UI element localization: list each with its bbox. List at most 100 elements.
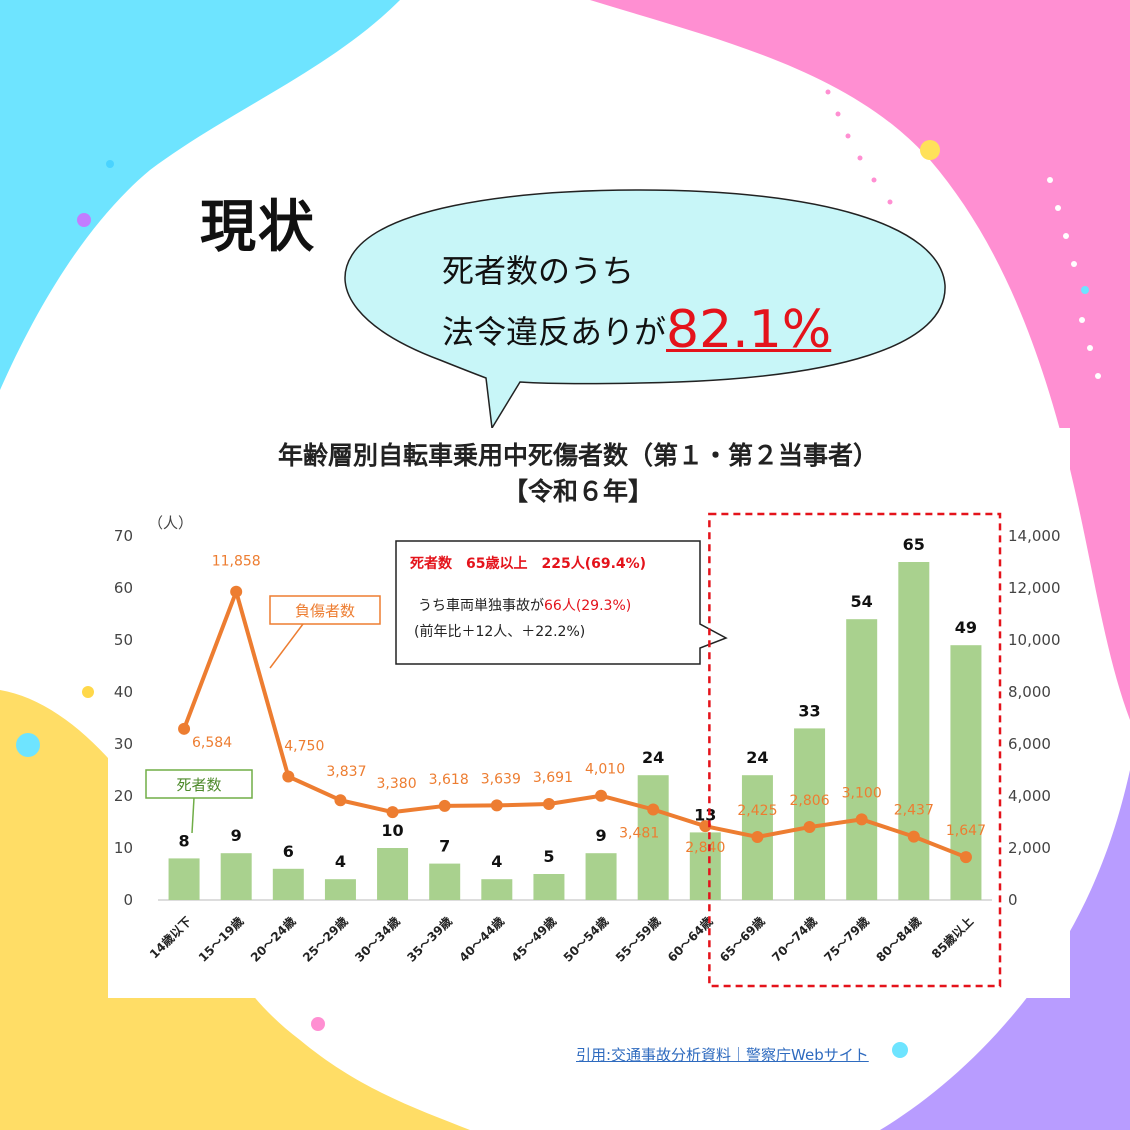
y-tick-label: 30 bbox=[114, 735, 133, 753]
y2-tick-label: 10,000 bbox=[1008, 631, 1061, 649]
line-point-injuries bbox=[959, 851, 972, 864]
bar-deaths bbox=[429, 863, 461, 900]
legend-callout-deaths-box bbox=[145, 769, 253, 799]
bar-deaths bbox=[324, 879, 356, 900]
bubble-line-2: 法令違反ありが82.1% bbox=[442, 300, 831, 360]
annotation-line-2-value: 66人(29.3%) bbox=[544, 598, 631, 614]
speech-bubble bbox=[344, 189, 946, 431]
bar-value-label: 9 bbox=[595, 826, 606, 845]
x-tick-label: 45～49歳 bbox=[508, 914, 559, 965]
line-value-label: 3,618 bbox=[429, 772, 469, 788]
annotation-line-1-value: 65歳以上 225人(69.4%) bbox=[466, 555, 646, 572]
annotation-line-3: (前年比＋12人、＋22.2%) bbox=[414, 623, 585, 640]
highlight-65-plus-box bbox=[708, 512, 1002, 988]
bar-value-label: 65 bbox=[903, 535, 925, 554]
line-value-label: 3,691 bbox=[533, 770, 573, 786]
line-injuries bbox=[182, 589, 967, 860]
x-tick-label: 50～54歳 bbox=[560, 914, 611, 965]
y2-tick-label: 4,000 bbox=[1008, 787, 1051, 805]
line-value-label: 3,639 bbox=[481, 771, 521, 787]
annotation-line-2: うち車両単独事故が66人(29.3%) bbox=[418, 597, 631, 614]
line-point-injuries bbox=[751, 830, 764, 843]
line-point-injuries bbox=[438, 799, 451, 812]
y2-tick-label: 2,000 bbox=[1008, 839, 1051, 857]
chart-panel: 年齢層別自転車乗用中死傷者数（第１・第２当事者） 【令和６年】 （人） 0 10 20 30… bbox=[108, 428, 1070, 998]
x-tick-label: 25～29歳 bbox=[299, 914, 350, 965]
line-point-injuries bbox=[282, 770, 295, 783]
bar-value-label: 33 bbox=[798, 701, 820, 720]
annotation-line-2-prefix: うち車両単独事故が bbox=[418, 597, 544, 614]
bar-value-label: 7 bbox=[439, 837, 450, 856]
line-point-injuries bbox=[178, 722, 191, 735]
x-tick-label: 60～64歳 bbox=[664, 914, 715, 965]
line-value-label: 1,647 bbox=[946, 823, 986, 839]
bar-deaths bbox=[533, 874, 565, 900]
line-value-label: 3,481 bbox=[619, 825, 659, 841]
bar-deaths bbox=[846, 619, 878, 900]
y-tick-label: 70 bbox=[114, 527, 133, 545]
line-point-injuries bbox=[855, 813, 868, 826]
bar-deaths bbox=[168, 858, 200, 900]
annotation-box bbox=[395, 540, 728, 665]
y2-tick-label: 0 bbox=[1008, 891, 1018, 909]
y2-tick-label: 12,000 bbox=[1008, 579, 1061, 597]
line-point-injuries bbox=[334, 794, 347, 807]
bubble-line-1: 死者数のうち bbox=[442, 252, 635, 290]
line-point-injuries bbox=[647, 803, 660, 816]
bar-deaths bbox=[481, 879, 513, 900]
violation-percentage: 82.1% bbox=[666, 300, 832, 360]
x-tick-label: 55～59歳 bbox=[612, 914, 663, 965]
bar-deaths bbox=[585, 853, 617, 900]
bubble-line-2-prefix: 法令違反ありが bbox=[442, 313, 667, 351]
line-value-label: 2,425 bbox=[737, 803, 777, 819]
chart-title: 年齢層別自転車乗用中死傷者数（第１・第２当事者） bbox=[278, 441, 878, 470]
y-tick-label: 10 bbox=[114, 839, 133, 857]
bar-value-label: 54 bbox=[851, 592, 873, 611]
line-value-label: 6,584 bbox=[192, 735, 232, 751]
source-citation-link[interactable]: 引用:交通事故分析資料｜警察庁Webサイト bbox=[576, 1046, 869, 1064]
line-value-label: 4,010 bbox=[585, 762, 625, 778]
y2-tick-label: 6,000 bbox=[1008, 735, 1051, 753]
chart-subtitle: 【令和６年】 bbox=[503, 477, 653, 506]
x-tick-label: 85歳以上 bbox=[928, 914, 976, 962]
x-tick-label: 35～39歳 bbox=[404, 914, 455, 965]
x-tick-label: 14歳以下 bbox=[146, 914, 194, 962]
y2-tick-label: 14,000 bbox=[1008, 527, 1061, 545]
line-value-label: 2,840 bbox=[685, 840, 725, 856]
x-tick-label: 20～24歳 bbox=[247, 914, 298, 965]
bar-value-label: 6 bbox=[283, 842, 294, 861]
bar-deaths bbox=[272, 868, 304, 900]
bar-deaths bbox=[377, 848, 409, 900]
x-tick-label: 70～74歳 bbox=[768, 914, 819, 965]
line-point-injuries bbox=[803, 821, 816, 834]
bar-deaths bbox=[220, 853, 252, 900]
line-value-label: 11,858 bbox=[212, 554, 261, 570]
y-tick-label: 0 bbox=[123, 891, 133, 909]
line-point-injuries bbox=[907, 830, 920, 843]
annotation-line-1-prefix: 死者数 bbox=[409, 555, 466, 572]
y-tick-label: 40 bbox=[114, 683, 133, 701]
x-tick-label: 30～34歳 bbox=[351, 914, 402, 965]
bar-value-label: 24 bbox=[642, 748, 664, 767]
bar-deaths bbox=[637, 775, 669, 900]
bar-value-label: 49 bbox=[955, 618, 977, 637]
bar-value-label: 4 bbox=[491, 852, 502, 871]
line-point-injuries bbox=[230, 585, 243, 598]
y-tick-label: 60 bbox=[114, 579, 133, 597]
x-tick-label: 65～69歳 bbox=[716, 914, 767, 965]
x-tick-label: 15～19歳 bbox=[195, 914, 246, 965]
bar-deaths bbox=[689, 832, 721, 900]
annotation-line-1: 死者数 65歳以上 225人(69.4%) bbox=[409, 555, 646, 572]
line-point-injuries bbox=[595, 789, 608, 802]
legend-callout-deaths: 死者数 bbox=[176, 776, 221, 794]
line-value-label: 3,100 bbox=[842, 785, 882, 801]
line-value-label: 3,837 bbox=[326, 764, 366, 780]
y-tick-label: 20 bbox=[114, 787, 133, 805]
bar-value-label: 5 bbox=[543, 847, 554, 866]
line-point-injuries bbox=[386, 806, 399, 819]
bar-value-label: 9 bbox=[231, 826, 242, 845]
line-value-label: 3,380 bbox=[377, 776, 417, 792]
page-heading: 現状 bbox=[200, 195, 316, 260]
x-tick-label: 40～44歳 bbox=[456, 914, 507, 965]
age-group-casualty-chart: 年齢層別自転車乗用中死傷者数（第１・第２当事者） 【令和６年】 （人） 0 10 20 30… bbox=[114, 441, 1061, 988]
